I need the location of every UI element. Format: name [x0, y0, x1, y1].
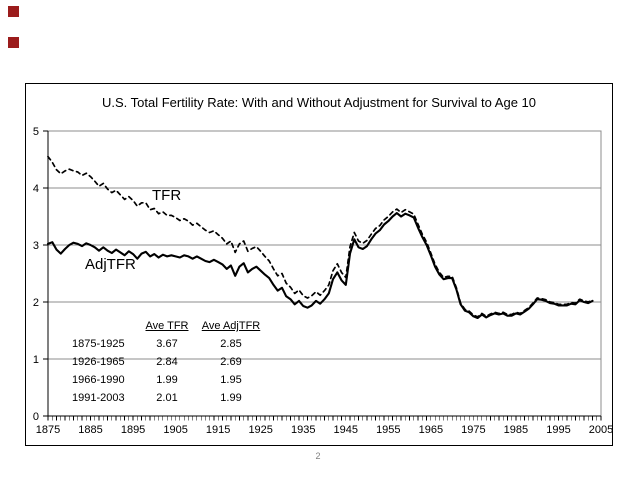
ave-adjtfr-cell: 1.95: [220, 374, 242, 386]
svg-text:4: 4: [33, 183, 39, 195]
table-row: 1991-2003 2.01 1.99: [72, 389, 264, 407]
table-row: 1875-1925 3.67 2.85: [72, 335, 264, 353]
col-header-ave-tfr: Ave TFR: [145, 320, 189, 332]
ave-tfr-cell: 3.67: [156, 338, 178, 350]
svg-text:1895: 1895: [121, 424, 145, 436]
svg-text:1945: 1945: [334, 424, 358, 436]
svg-text:1: 1: [33, 354, 39, 366]
red-square-marker: [8, 6, 19, 17]
table-header-row: Ave TFR Ave AdjTFR: [72, 317, 264, 335]
svg-text:1905: 1905: [163, 424, 187, 436]
svg-text:1925: 1925: [248, 424, 272, 436]
table-row: 1966-1990 1.99 1.95: [72, 371, 264, 389]
chart-inset-table: Ave TFR Ave AdjTFR 1875-1925 3.67 2.85 1…: [72, 317, 264, 407]
ave-adjtfr-cell: 2.69: [220, 356, 242, 368]
svg-text:1875: 1875: [36, 424, 60, 436]
svg-text:2005: 2005: [589, 424, 613, 436]
period-cell: 1991-2003: [72, 392, 125, 404]
period-cell: 1966-1990: [72, 374, 125, 386]
svg-text:2: 2: [33, 297, 39, 309]
tfr-series-label: TFR: [152, 187, 182, 204]
ave-tfr-cell: 2.84: [156, 356, 178, 368]
svg-text:1955: 1955: [376, 424, 400, 436]
svg-text:1915: 1915: [206, 424, 230, 436]
svg-text:1935: 1935: [291, 424, 315, 436]
table-row: 1926-1965 2.84 2.69: [72, 353, 264, 371]
svg-text:1885: 1885: [78, 424, 102, 436]
svg-text:1965: 1965: [419, 424, 443, 436]
adjtfr-series-label: AdjTFR: [85, 256, 136, 273]
svg-text:3: 3: [33, 240, 39, 252]
page-number: 2: [315, 451, 321, 461]
svg-text:1985: 1985: [504, 424, 528, 436]
ave-tfr-cell: 1.99: [156, 374, 178, 386]
ave-adjtfr-cell: 1.99: [220, 392, 242, 404]
red-square-marker: [8, 37, 19, 48]
ave-tfr-cell: 2.01: [156, 392, 178, 404]
svg-text:1975: 1975: [461, 424, 485, 436]
chart-frame: U.S. Total Fertility Rate: With and With…: [25, 83, 613, 446]
svg-text:0: 0: [33, 411, 39, 423]
chart-title: U.S. Total Fertility Rate: With and With…: [101, 95, 536, 110]
svg-text:1995: 1995: [546, 424, 570, 436]
period-cell: 1875-1925: [72, 338, 125, 350]
ave-adjtfr-cell: 2.85: [220, 338, 242, 350]
col-header-ave-adjtfr: Ave AdjTFR: [201, 320, 261, 332]
plot-area: 0 1 2 3 4 5 1875 1885 1895 1905 1915 1925 1935 1945 19…: [33, 126, 613, 436]
svg-text:5: 5: [33, 126, 39, 138]
period-cell: 1926-1965: [72, 356, 125, 368]
